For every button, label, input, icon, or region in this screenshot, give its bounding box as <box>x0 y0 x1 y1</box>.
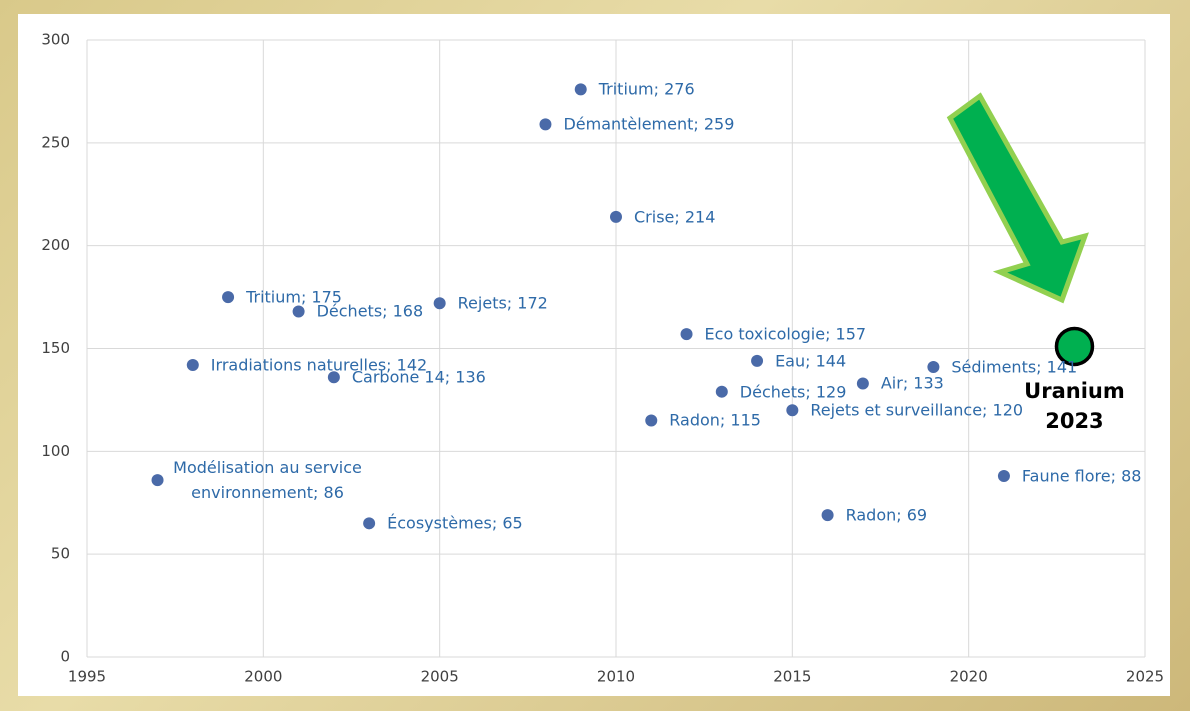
data-label: Rejets; 172 <box>458 291 548 316</box>
data-label: Radon; 69 <box>846 503 928 528</box>
y-tick-label: 50 <box>51 545 70 563</box>
y-tick-label: 100 <box>41 442 70 460</box>
point <box>998 470 1010 482</box>
x-tick-label: 2000 <box>244 668 282 686</box>
page: 0 50 100 150 200 250 300 1995 2000 2005 2010 2015 20… <box>0 0 1190 711</box>
data-label: Modélisation au service environnement; 8… <box>163 455 373 505</box>
point <box>645 414 657 426</box>
data-label: Démantèlement; 259 <box>563 112 734 137</box>
data-label: Tritium; 276 <box>599 77 695 102</box>
x-tick-label: 2020 <box>950 668 988 686</box>
point <box>187 359 199 371</box>
y-tick-label: 300 <box>41 31 70 49</box>
x-tick-label: 2010 <box>597 668 635 686</box>
data-label: Rejets et surveillance; 120 <box>810 398 1023 423</box>
highlight-label: Uranium 2023 <box>1014 376 1134 436</box>
x-tick-label: 2015 <box>773 668 811 686</box>
x-tick-label: 2005 <box>421 668 459 686</box>
point <box>539 118 551 130</box>
point <box>786 404 798 416</box>
point <box>751 355 763 367</box>
point <box>822 509 834 521</box>
x-tick-label: 2025 <box>1126 668 1164 686</box>
point <box>222 291 234 303</box>
data-label: Faune flore; 88 <box>1022 464 1142 489</box>
y-tick-label: 0 <box>60 648 70 666</box>
point <box>716 386 728 398</box>
y-tick-label: 200 <box>41 236 70 254</box>
point <box>857 377 869 389</box>
y-tick-label: 250 <box>41 133 70 151</box>
point <box>434 297 446 309</box>
data-label: Crise; 214 <box>634 204 715 229</box>
point <box>363 517 375 529</box>
data-label: Écosystèmes; 65 <box>387 511 523 536</box>
point <box>575 83 587 95</box>
data-label: Eco toxicologie; 157 <box>705 322 867 347</box>
x-tick-label: 1995 <box>68 668 106 686</box>
y-tick-label: 150 <box>41 339 70 357</box>
data-label: Radon; 115 <box>669 408 761 433</box>
point <box>610 211 622 223</box>
data-label: Eau; 144 <box>775 348 846 373</box>
point <box>681 328 693 340</box>
data-label: Carbone 14; 136 <box>352 365 486 390</box>
data-label: Déchets; 168 <box>317 299 424 324</box>
data-label: Air; 133 <box>881 371 944 396</box>
